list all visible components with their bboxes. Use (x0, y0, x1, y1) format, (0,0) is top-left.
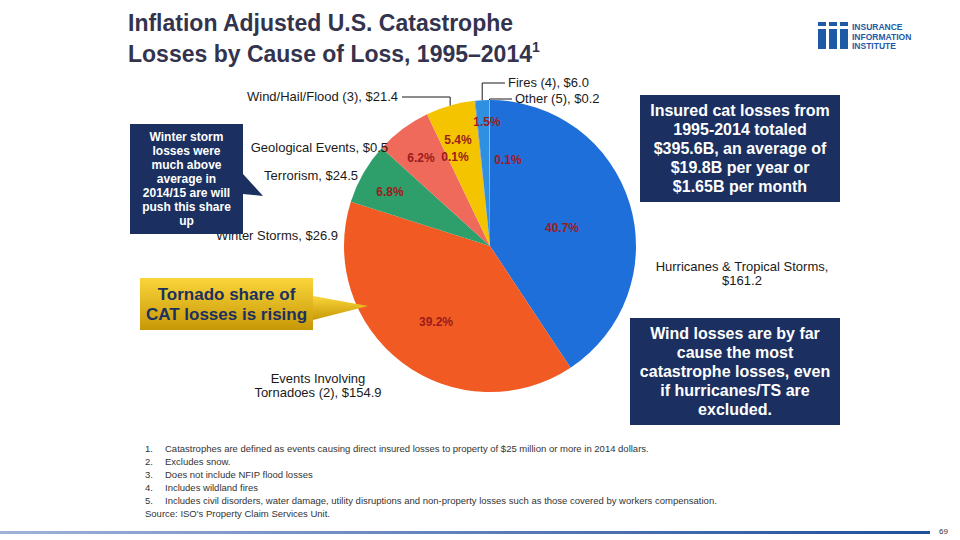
category-label-line: Other (5), $0.2 (515, 91, 600, 106)
category-label-line: Wind/Hail/Flood (3), $21.4 (247, 89, 398, 104)
callout-text-line: Tornado share of (158, 285, 296, 304)
category-label: Other (5), $0.2 (515, 91, 600, 106)
callout-text-line: excluded. (698, 401, 772, 418)
logo-dot (829, 22, 837, 26)
footnote-text: Does not include NFIP flood losses (165, 469, 313, 480)
callout-text: Winter stormlosses weremuch aboveaverage… (142, 130, 231, 228)
data-label: 0.1% (441, 150, 469, 164)
callout-text-line: 1995-2014 totaled (673, 121, 806, 138)
source: Source: ISO's Property Claim Services Un… (145, 508, 330, 519)
leader-line (490, 99, 512, 100)
callout: Tornado share ofCAT losses is rising (140, 278, 368, 330)
data-label: 6.2% (407, 151, 435, 165)
callout-text: Insured cat losses from 1995-2014 totaled… (650, 102, 830, 195)
footnote-text: Excludes snow. (165, 456, 230, 467)
footnote-label: 1. (145, 443, 153, 454)
data-label: 6.8% (376, 185, 404, 199)
footnotes: 1. Catastrophes are defined as events cau… (145, 443, 717, 519)
category-label-line: Hurricanes & Tropical Storms, (656, 259, 829, 274)
logo-stem (840, 29, 848, 49)
callout-text-line: CAT losses is rising (146, 305, 307, 324)
data-labels: 40.7% 39.2% 6.8% 6.2% 5.4% 0.1% 1.5% 0.1% (376, 115, 579, 329)
callout-text-line: cause the most (677, 344, 794, 361)
title-line: Losses by Cause of Loss, 1995–20141 (128, 39, 540, 67)
category-label: Hurricanes & Tropical Storms,$161.2 (656, 259, 829, 288)
callout-text: Wind losses are by far cause the most cata… (640, 325, 830, 418)
logo-dot (840, 22, 848, 26)
category-label-line: Tornadoes (2), $154.9 (254, 385, 381, 400)
callout-text: Tornado share ofCAT losses is rising (146, 285, 307, 324)
footnote-label: 4. (145, 482, 153, 493)
title-text: Inflation Adjusted U.S. Catastrophe (128, 10, 513, 36)
callout-text-line: 2014/15 are will (143, 186, 230, 200)
callout-text-line: $19.8B per year or (671, 159, 810, 176)
callout-text-line: much above (151, 158, 221, 172)
callout: Insured cat losses from 1995-2014 totaled… (640, 95, 840, 202)
logo-text: INSTITUTE (852, 41, 896, 51)
footnote-text: Includes civil disorders, water damage, … (165, 495, 717, 506)
logo-stem (829, 29, 837, 49)
callout-box (140, 278, 313, 330)
callout-text-line: $395.6B, an average of (654, 140, 827, 157)
logo-text: INFORMATION (852, 32, 911, 42)
annotations: Winter stormlosses weremuch aboveaverage… (130, 95, 840, 425)
data-label: 0.1% (494, 153, 522, 167)
callout-text-line: Winter storm (150, 130, 224, 144)
page-number: 69 (939, 527, 948, 536)
callout: Wind losses are by far cause the most cata… (630, 318, 840, 425)
logo-text: INSURANCE (852, 22, 903, 32)
logo-dot (818, 22, 826, 26)
category-label: Fires (4), $6.0 (508, 75, 589, 90)
title-text: Losses by Cause of Loss, 1995–2014 (128, 41, 532, 67)
bottom-bar (0, 531, 930, 534)
category-label-line: Fires (4), $6.0 (508, 75, 589, 90)
footnote-label: 2. (145, 456, 153, 467)
leader-line (402, 97, 450, 106)
slide: Inflation Adjusted U.S. Catastrophe Losse… (0, 0, 960, 540)
callout-text-line: Insured cat losses from (650, 102, 830, 119)
logo-stem (818, 29, 826, 49)
callout-text-line: if hurricanes/TS are (660, 382, 809, 399)
data-label: 39.2% (419, 315, 453, 329)
logo: INSURANCEINFORMATIONINSTITUTE (818, 22, 911, 51)
footnote-text: Catastrophes are defined as events causi… (165, 443, 649, 454)
footnote-label: 5. (145, 495, 153, 506)
callout-text-line: up (179, 214, 194, 228)
category-label-line: Terrorism, $24.5 (264, 168, 358, 183)
callout: Winter stormlosses weremuch aboveaverage… (130, 124, 263, 234)
callout-text-line: catastrophe losses, even (640, 363, 830, 380)
category-label-line: Events Involving (271, 371, 366, 386)
callout-text-line: losses were (152, 144, 220, 158)
callout-text-line: push this share (142, 200, 231, 214)
title-group: Inflation Adjusted U.S. Catastrophe Losse… (128, 10, 540, 67)
category-label: Terrorism, $24.5 (264, 168, 358, 183)
callout-box (630, 318, 840, 425)
category-label: Geological Events, $0.5 (251, 140, 388, 155)
callout-text-line: Wind losses are by far (650, 325, 820, 342)
title-footnote-mark: 1 (532, 39, 540, 55)
data-label: 1.5% (473, 115, 501, 129)
callout-text-line: average in (157, 172, 216, 186)
callout-text-line: $1.65B per month (673, 178, 807, 195)
callout-pointer (313, 296, 368, 320)
callout-pointer (243, 174, 263, 196)
category-label: Events InvolvingTornadoes (2), $154.9 (254, 371, 381, 400)
footnote-label: 3. (145, 469, 153, 480)
footnote-text: Includes wildland fires (165, 482, 258, 493)
title-line: Inflation Adjusted U.S. Catastrophe (128, 10, 513, 36)
category-label-line: $161.2 (722, 273, 762, 288)
data-label: 5.4% (444, 133, 472, 147)
category-labels: Hurricanes & Tropical Storms,$161.2 Event… (216, 75, 828, 400)
data-label: 40.7% (545, 221, 579, 235)
callout-box (130, 124, 243, 234)
category-label-line: Geological Events, $0.5 (251, 140, 388, 155)
leader-line (482, 83, 505, 100)
category-label: Wind/Hail/Flood (3), $21.4 (247, 89, 398, 104)
callout-box (640, 95, 840, 202)
